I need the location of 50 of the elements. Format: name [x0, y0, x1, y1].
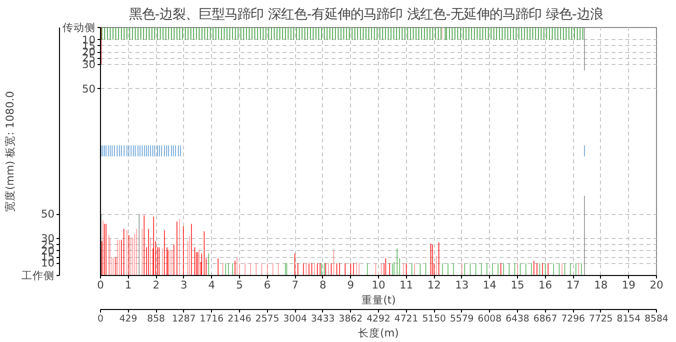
x-tick-label: 0 — [97, 278, 104, 292]
y-tick-label: 工作侧 — [22, 269, 54, 282]
x2-tick-label: 2146 — [228, 314, 252, 324]
x-tick-label: 20 — [650, 278, 664, 292]
x2-tick-label: 6867 — [533, 314, 558, 324]
x-tick-label: 18 — [594, 278, 608, 292]
x2-tick-label: 858 — [147, 314, 166, 324]
x2-tick-label: 3433 — [310, 314, 335, 324]
x-tick-label: 3 — [180, 278, 188, 292]
x-tick-label: 19 — [622, 278, 636, 292]
x2-axis-title: 长度(m) — [358, 326, 399, 340]
x2-tick-label: 4292 — [366, 314, 390, 324]
x-tick-label: 2 — [152, 278, 160, 292]
x2-tick-label: 1716 — [200, 314, 224, 324]
chart-title: 黑色-边裂、巨型马蹄印 深红色-有延伸的马蹄印 浅红色-无延伸的马蹄印 绿色-边浪 — [128, 6, 603, 22]
x-tick-label: 5 — [236, 278, 243, 292]
x2-tick-label: 3862 — [338, 314, 363, 324]
x2-tick-label: 5150 — [422, 314, 446, 324]
x2-tick-label: 6438 — [506, 314, 530, 324]
x-tick-label: 16 — [538, 278, 552, 292]
x2-tick-label: 8154 — [616, 314, 641, 324]
y2-tick-label: 传动侧 — [62, 21, 96, 34]
x-tick-label: 7 — [292, 278, 298, 292]
y-axis-title: 宽度(mm) 板宽: 1080.0 — [4, 90, 16, 212]
x-tick-label: 14 — [482, 278, 497, 292]
x2-tick-label: 8584 — [644, 314, 668, 324]
x-tick-label: 8 — [320, 278, 327, 292]
x2-tick-label: 2575 — [255, 314, 280, 324]
x-tick-label: 12 — [427, 278, 441, 292]
x-tick-label: 17 — [566, 278, 580, 292]
y-tick-label: 50 — [40, 208, 55, 221]
x2-tick-label: 7296 — [561, 314, 586, 324]
x-tick-label: 4 — [208, 278, 216, 292]
y2-tick-label: 50 — [82, 82, 96, 96]
x-tick-label: 6 — [264, 278, 271, 292]
x-tick-label: 10 — [372, 278, 386, 292]
x2-tick-label: 7725 — [588, 314, 613, 324]
x-tick-label: 13 — [455, 278, 469, 292]
x-axis-title: 重量(t) — [361, 294, 396, 306]
x2-tick-label: 1287 — [172, 314, 196, 324]
x2-tick-label: 0 — [98, 314, 104, 324]
x-tick-label: 9 — [347, 278, 354, 292]
x-tick-label: 15 — [510, 278, 524, 292]
x2-tick-label: 3004 — [283, 314, 308, 324]
x2-tick-label: 429 — [119, 314, 138, 324]
x2-tick-label: 4721 — [394, 314, 418, 324]
x2-tick-label: 6008 — [478, 314, 502, 324]
x-tick-label: 1 — [124, 278, 132, 292]
x-tick-label: 11 — [400, 278, 414, 292]
x2-tick-label: 5579 — [450, 314, 474, 324]
